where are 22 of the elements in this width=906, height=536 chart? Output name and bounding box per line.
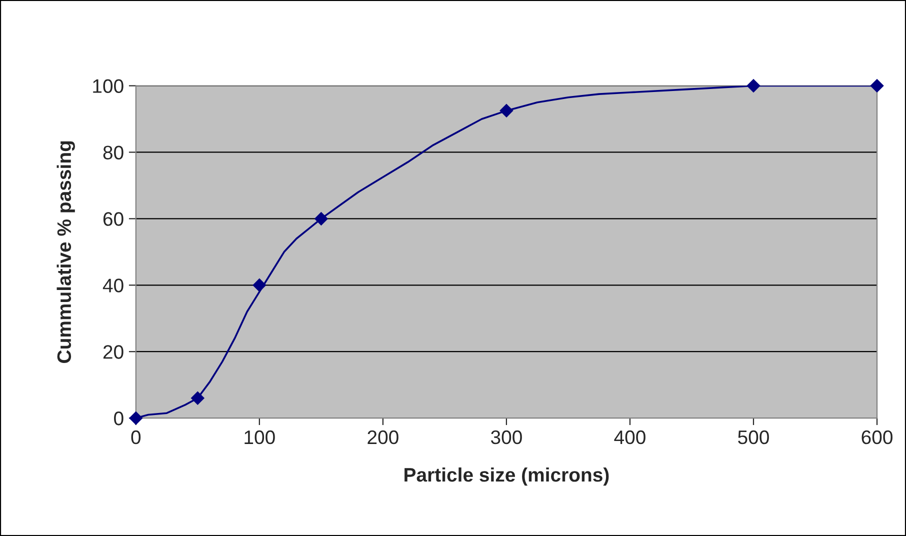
point xyxy=(252,278,266,292)
point xyxy=(314,212,328,226)
y-tick-label: 60 xyxy=(103,212,124,226)
x-tick-label: 0 xyxy=(131,430,141,444)
point xyxy=(500,104,514,118)
y-tick-label: 20 xyxy=(103,345,124,359)
x-tick-label: 600 xyxy=(862,430,892,444)
point xyxy=(746,79,760,92)
y-axis-title: Cummulative % passing xyxy=(56,141,75,363)
y-tick-label: 80 xyxy=(103,146,124,160)
point xyxy=(870,79,884,92)
x-tick-label: 500 xyxy=(738,430,769,444)
y-tick-label: 40 xyxy=(102,278,124,292)
point xyxy=(191,392,204,405)
x-tick-label: 200 xyxy=(368,430,398,444)
x-tick-label: 300 xyxy=(490,430,522,444)
y-tick-label: 100 xyxy=(93,79,124,93)
x-tick-label: 100 xyxy=(244,430,275,444)
y-tick-label: 0 xyxy=(114,412,124,426)
x-axis-title: Particle size (microns) xyxy=(404,467,609,486)
x-tick-label: 400 xyxy=(614,430,646,444)
point xyxy=(129,411,142,425)
